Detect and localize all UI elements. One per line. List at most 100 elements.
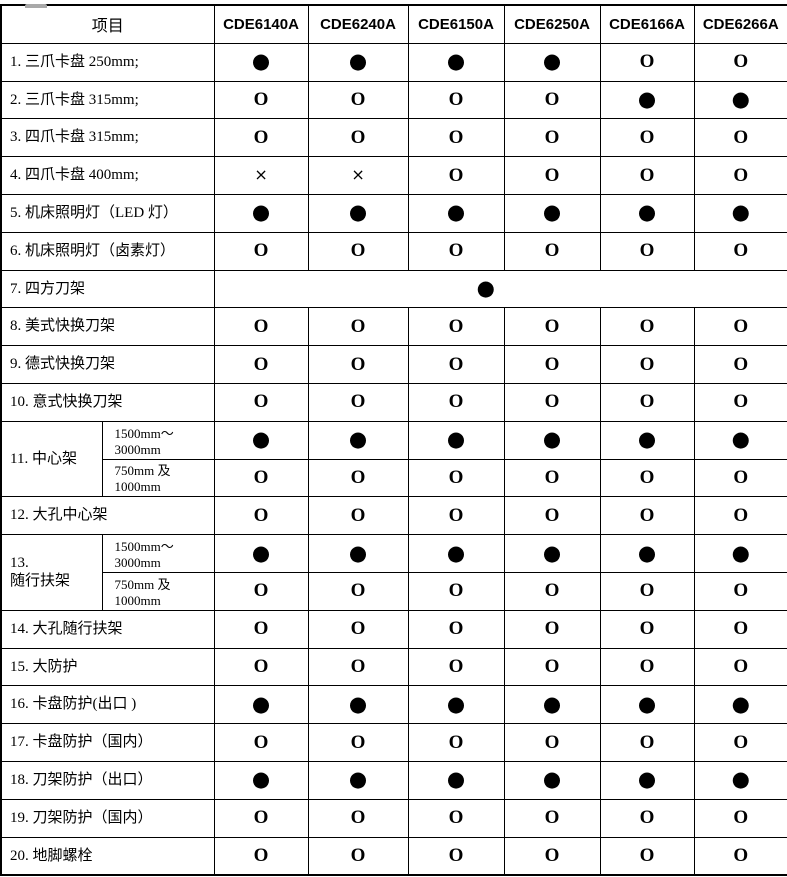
open-circle-icon: O [639,391,655,413]
availability-cell: O [599,42,695,82]
availability-cell: ● [213,534,309,573]
availability-cell: O [213,723,309,762]
open-circle-icon: O [639,807,655,829]
open-circle-icon: O [639,126,655,148]
availability-cell: O [213,458,309,498]
filled-circle-icon: ● [446,540,466,565]
item-label-cell: 13. 随行扶架 [0,534,103,611]
open-circle-icon: O [733,51,749,73]
availability-cell: O [503,609,601,649]
availability-cell: O [407,382,505,422]
open-circle-icon: O [733,315,749,337]
availability-cell: ● [307,42,409,82]
availability-cell: O [213,307,309,347]
filled-circle-icon: ● [542,427,562,452]
availability-cell: O [693,723,787,762]
open-circle-icon: O [639,580,655,602]
availability-cell: O [693,42,787,82]
availability-cell: O [503,571,601,611]
open-circle-icon: O [544,315,560,337]
availability-cell: ● [407,42,505,82]
size-range-cell: 1500mm～3000mm [101,420,215,460]
availability-cell: O [599,609,695,649]
open-circle-icon: O [448,655,464,677]
open-circle-icon: O [639,618,655,640]
availability-cell: ● [503,420,601,460]
availability-cell: ● [407,193,505,233]
open-circle-icon: O [350,655,366,677]
availability-cell: O [503,345,601,384]
item-label-cell: 17. 卡盘防护（国内） [0,723,215,762]
open-circle-icon: O [253,315,269,337]
availability-cell: ● [213,193,309,233]
availability-cell: O [407,571,505,611]
filled-circle-icon: ● [251,691,271,716]
availability-cell: O [407,80,505,120]
item-label-cell: 1. 三爪卡盘 250mm; [0,42,215,82]
availability-cell: ● [307,193,409,233]
item-label-cell: 10. 意式快换刀架 [0,382,215,422]
table-row: 9. 德式快换刀架 O O O O O O [0,345,787,384]
open-circle-icon: O [253,126,269,148]
availability-cell: O [307,798,409,838]
open-circle-icon: O [733,618,749,640]
open-circle-icon: O [639,731,655,753]
availability-cell: O [503,836,601,876]
availability-cell: ● [407,760,505,800]
open-circle-icon: O [544,807,560,829]
filled-circle-icon: ● [637,200,657,225]
availability-cell: O [599,496,695,536]
open-circle-icon: O [544,844,560,866]
availability-cell: ● [213,760,309,800]
open-circle-icon: O [733,807,749,829]
availability-cell: O [503,647,601,687]
availability-cell: O [693,836,787,876]
open-circle-icon: O [544,240,560,262]
availability-cell: O [599,156,695,195]
open-circle-icon: O [544,618,560,640]
availability-cell: O [693,458,787,498]
open-circle-icon: O [448,731,464,753]
table-header: 项目 CDE6140A CDE6240A CDE6150A CDE6250A CDE616… [0,4,787,44]
open-circle-icon: O [350,240,366,262]
open-circle-icon: O [639,353,655,375]
filled-circle-icon: ● [446,427,466,452]
open-circle-icon: O [448,466,464,488]
open-circle-icon: O [544,164,560,186]
availability-cell: O [599,836,695,876]
column-header-model: CDE6140A [213,4,309,44]
item-label-cell: 11. 中心架 [0,420,103,498]
size-range-cell: 1500mm～3000mm [101,534,215,573]
availability-cell: ● [307,685,409,725]
availability-cell: ● [693,760,787,800]
column-header-model: CDE6250A [503,4,601,44]
availability-cell: O [693,496,787,536]
table-row: 12. 大孔中心架 O O O O O O [0,496,787,536]
table-row: 6. 机床照明灯（卤素灯） O O O O O O [0,231,787,271]
item-label-cell: 2. 三爪卡盘 315mm; [0,80,215,120]
availability-cell: O [213,345,309,384]
item-label-cell: 9. 德式快换刀架 [0,345,215,384]
table-row: 11. 中心架 1500mm～3000mm ● ● ● ● ● ● [0,420,787,498]
column-header-model: CDE6266A [693,4,787,44]
availability-cell: O [307,458,409,498]
open-circle-icon: O [733,391,749,413]
filled-circle-icon: ● [731,200,750,225]
open-circle-icon: O [544,126,560,148]
availability-cell: O [407,156,505,195]
availability-cell: O [213,798,309,838]
availability-cell: O [213,118,309,158]
open-circle-icon: O [639,51,655,73]
filled-circle-icon: ● [637,540,657,565]
open-circle-icon: O [253,466,269,488]
availability-cell: O [503,80,601,120]
availability-cell: O [407,798,505,838]
availability-cell: × [213,156,309,195]
open-circle-icon: O [639,164,655,186]
open-circle-icon: O [253,240,269,262]
open-circle-icon: O [253,391,269,413]
size-range-cell: 750mm 及 1000mm [101,458,215,498]
open-circle-icon: O [253,807,269,829]
size-range-cell: 750mm 及 1000mm [101,571,215,611]
table-row: 14. 大孔随行扶架 O O O O O O [0,609,787,649]
